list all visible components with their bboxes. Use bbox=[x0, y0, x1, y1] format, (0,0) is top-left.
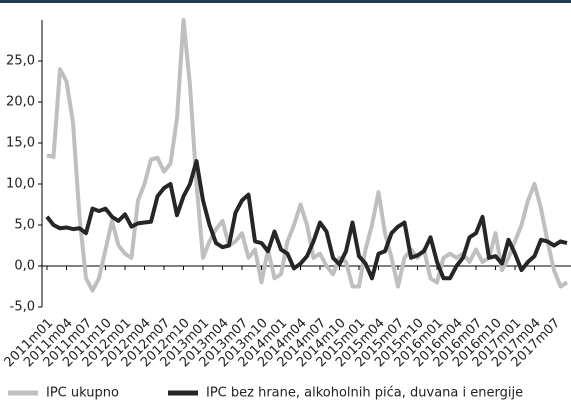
legend-label: IPC ukupno bbox=[46, 386, 119, 401]
series-line bbox=[45, 159, 568, 281]
y-tick-label: 15,0 bbox=[6, 136, 35, 151]
y-tick-label: 10,0 bbox=[6, 177, 35, 192]
y-tick-label: 25,0 bbox=[6, 54, 35, 69]
y-tick-label: 0,0 bbox=[14, 259, 35, 274]
legend-label: IPC bez hrane, alkoholnih pića, duvana i… bbox=[206, 386, 523, 401]
header-bar bbox=[0, 0, 571, 3]
y-tick-label: 20,0 bbox=[6, 95, 35, 110]
series-line bbox=[46, 18, 569, 293]
y-tick-label: -5,0 bbox=[10, 300, 35, 315]
y-tick-label: 5,0 bbox=[14, 218, 35, 233]
